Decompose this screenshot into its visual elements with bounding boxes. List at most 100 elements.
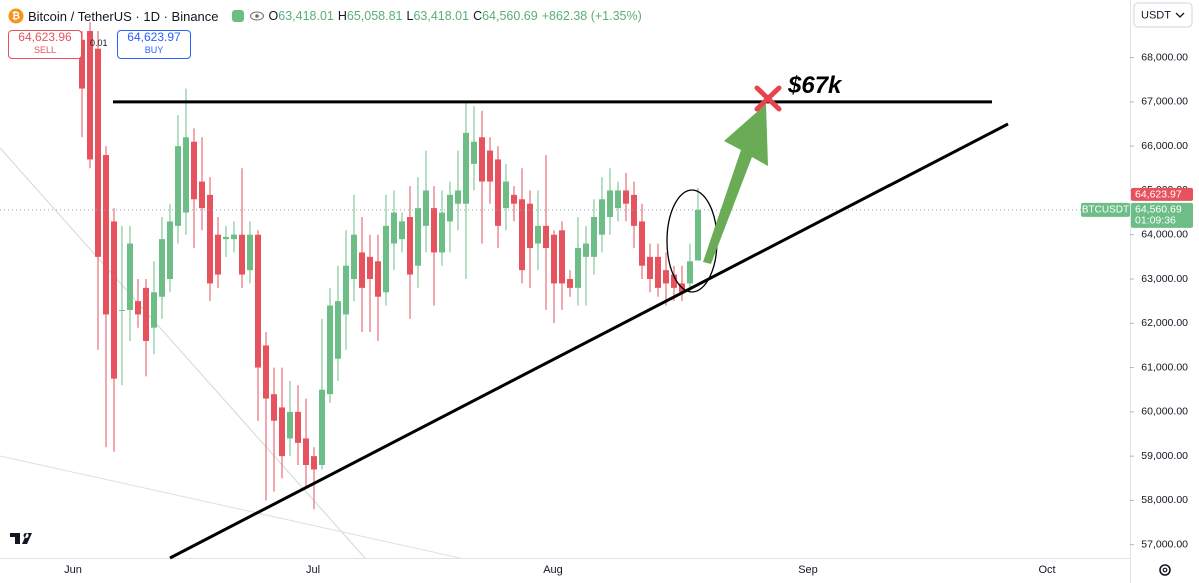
y-tick-label: 60,000.00 [1141, 406, 1188, 418]
change: +862.38 (+1.35%) [541, 9, 642, 23]
y-tick-label: 64,000.00 [1141, 228, 1188, 240]
candle-body [599, 199, 605, 235]
symbol-title[interactable]: Bitcoin / TetherUS · 1D · Binance [28, 8, 219, 24]
candle-body [119, 310, 125, 311]
x-tick-label: Sep [798, 564, 818, 576]
candle-body [671, 274, 677, 288]
candle-body [399, 221, 405, 240]
y-tick-label: 58,000.00 [1141, 494, 1188, 506]
candle-body [367, 256, 373, 279]
logo [10, 533, 32, 544]
candle-body [527, 203, 533, 248]
candle-body [231, 234, 237, 240]
candle-body [391, 212, 397, 244]
candle-body [439, 212, 445, 253]
svg-text:₿: ₿ [12, 10, 20, 22]
candle-body [487, 150, 493, 182]
candle-body [287, 411, 293, 439]
candle-body [559, 230, 565, 284]
x-tick-label: Jun [64, 564, 82, 576]
candle-body [503, 181, 509, 209]
candle-body [303, 438, 309, 465]
x-tick-label: Jul [306, 564, 320, 576]
y-tick-label: 61,000.00 [1141, 361, 1188, 373]
currency-select[interactable] [1133, 2, 1193, 28]
candle-body [495, 159, 501, 226]
candle-body [183, 137, 189, 213]
candle-body [103, 155, 109, 315]
buy-button[interactable]: 64,623.97 BUY [117, 30, 191, 59]
candle-body [279, 407, 285, 457]
guide-line [0, 455, 461, 559]
annotation-label: $67k [787, 72, 843, 99]
candle-body [655, 256, 661, 288]
y-tick-label: 67,000.00 [1141, 96, 1188, 108]
candle-body [351, 234, 357, 279]
candle-body [191, 141, 197, 200]
candle-body [407, 217, 413, 275]
candle-body [223, 236, 229, 240]
ohlc-value: 63,418.01 [413, 9, 470, 23]
status-icon [231, 10, 244, 22]
candle-body [511, 194, 517, 204]
candle-body [415, 208, 421, 266]
candle-body [335, 301, 341, 359]
settings-icon-center [1162, 567, 1168, 573]
candle-body [687, 261, 693, 284]
candle-body [455, 190, 461, 204]
candle-body [215, 234, 221, 275]
x-tick-label: Aug [543, 564, 563, 576]
drawings: $67k [113, 72, 1009, 560]
candle-body [383, 225, 389, 293]
last-price-tag [1131, 202, 1193, 228]
buy-price: 64,623.97 [127, 30, 181, 44]
candle-body [695, 209, 701, 261]
sell-button[interactable]: 64,623.96 SELL [8, 30, 82, 59]
candle-body [519, 199, 525, 271]
candle-body [583, 243, 589, 257]
plot [0, 22, 1130, 510]
ohlc-value: 64,560.69 [482, 9, 538, 23]
candle-body [647, 256, 653, 279]
candle-body [615, 190, 621, 209]
candle-body [319, 389, 325, 465]
candle-body [535, 225, 541, 244]
symbol-tag-label: BTCUSDT [1082, 205, 1129, 216]
candle-body [663, 270, 669, 284]
candle-body [311, 456, 317, 470]
ohlc-values: O 63,418.01 H 65,058.81 L 63,418.01 C 64,560.69 [265, 9, 538, 23]
y-tick-label: 66,000.00 [1141, 140, 1188, 152]
ohlc-value: 65,058.81 [346, 9, 403, 23]
candle-body [295, 411, 301, 443]
target-cross [754, 85, 782, 112]
candle-body [87, 31, 93, 160]
candle-body [247, 234, 253, 271]
ohlc-value: 63,418.01 [278, 9, 334, 23]
y-tick-label: 59,000.00 [1141, 450, 1188, 462]
candle-body [639, 221, 645, 266]
buy-label: BUY [144, 45, 164, 55]
candle-body [95, 48, 101, 257]
candle-body [431, 208, 437, 253]
candle-body [167, 221, 173, 279]
ask-tag [1131, 187, 1193, 201]
candle-body [135, 301, 141, 315]
candle-body [591, 217, 597, 257]
sell-price: 64,623.96 [18, 30, 72, 44]
settings-icon[interactable] [1159, 564, 1171, 576]
candle-body [575, 248, 581, 288]
candle-body [159, 239, 165, 297]
candle-body [543, 225, 549, 248]
y-tick-label: 68,000.00 [1141, 51, 1188, 63]
candle-body [327, 305, 333, 395]
candle-body [175, 146, 181, 226]
ohlc-key: L [406, 9, 414, 23]
eye-icon[interactable] [249, 9, 265, 23]
candle-body [551, 234, 557, 284]
candle-body [79, 39, 85, 89]
candle-body [199, 181, 205, 209]
candle-body [143, 287, 149, 341]
sell-label: SELL [33, 45, 57, 55]
